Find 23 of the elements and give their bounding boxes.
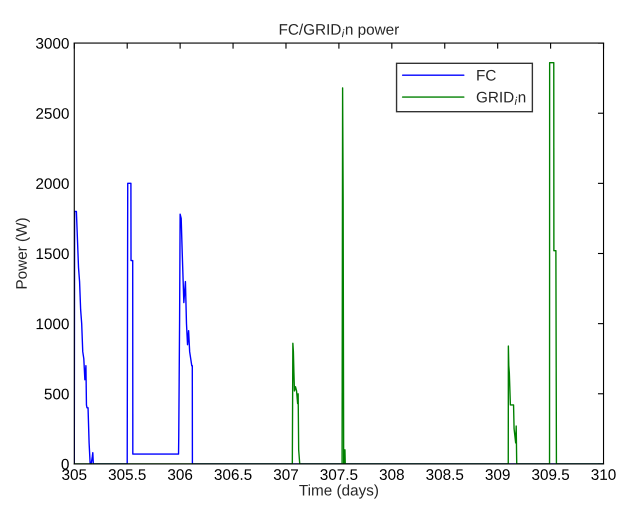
x-tick-label: 305 [62,469,86,480]
x-tick-label: 306.5 [214,469,252,480]
y-tick-label: 2000 [36,178,69,190]
x-tick-label: 309.5 [532,469,570,480]
x-tick-label: 310 [591,469,616,480]
legend-label: GRID$_{i}$n [476,92,526,105]
y-tick-label: 500 [44,388,69,400]
x-tick-label: 307 [274,469,298,480]
y-tick-label: 2500 [36,108,69,119]
x-tick-label: 305.5 [108,469,146,480]
x-tick-label: 309 [486,469,510,480]
y-tick-label: 1500 [36,248,69,260]
x-tick-label: 306 [168,469,192,480]
y-axis-title: Power (W) [16,218,30,288]
x-axis-title: Time (days) [299,484,378,499]
x-tick-label: 308 [380,469,404,480]
y-tick-label: 3000 [36,38,69,49]
chart-title: FC/GRID$_{i}$n power [280,24,399,38]
x-tick-label: 307.5 [320,469,358,480]
y-tick-label: 0 [62,458,69,470]
y-tick-label: 1000 [36,318,69,330]
legend-label: FC [477,70,496,81]
x-tick-label: 308.5 [426,469,464,480]
